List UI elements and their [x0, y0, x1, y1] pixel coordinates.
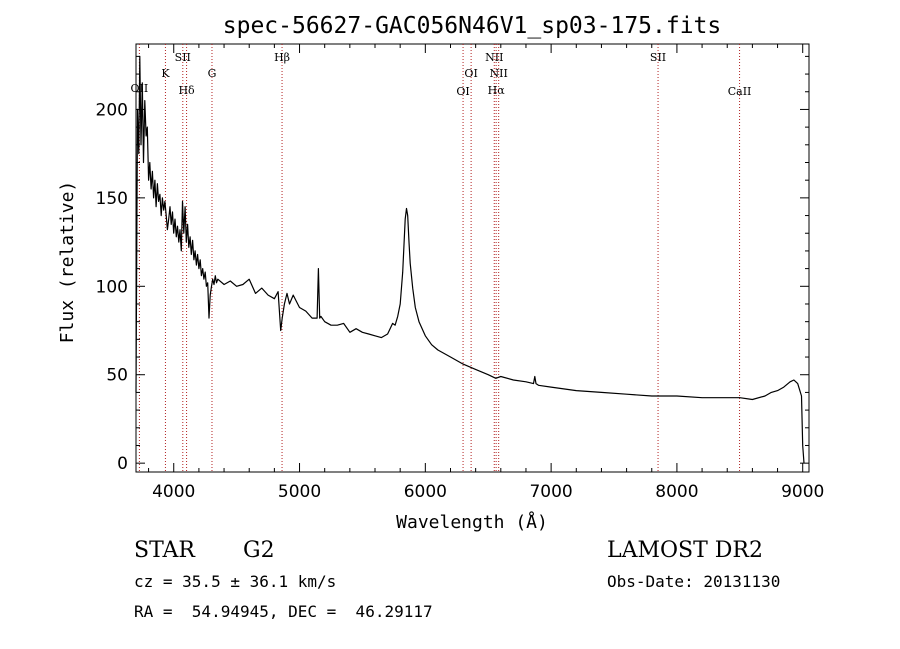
x-axis-label: Wavelength (Å) — [396, 511, 548, 533]
x-tick-label: 6000 — [404, 482, 447, 502]
x-tick-label: 9000 — [781, 482, 824, 502]
chart-title: spec-56627-GAC056N46V1_sp03-175.fits — [223, 13, 722, 39]
line-marker-label: OI — [456, 85, 469, 98]
x-tick-label: 5000 — [278, 482, 321, 502]
y-axis-ticks: 0 50 100 150 200 — [96, 55, 809, 474]
line-marker-label: SII — [650, 51, 666, 64]
redshift-cz: cz = 35.5 ± 36.1 km/s — [134, 572, 337, 591]
x-tick-label: 8000 — [655, 482, 698, 502]
y-axis-label: Flux (relative) — [57, 181, 78, 344]
line-marker-label: Hδ — [178, 84, 195, 97]
x-axis-ticks: 4000 5000 6000 7000 8000 9000 — [148, 44, 824, 502]
object-subclass: G2 — [243, 538, 275, 563]
line-marker-label: Hα — [488, 84, 506, 97]
y-tick-label: 0 — [117, 454, 128, 474]
line-marker-label: G — [208, 67, 217, 80]
spectrum-series-line — [135, 55, 805, 464]
x-tick-label: 7000 — [529, 482, 572, 502]
line-marker-label: SII — [175, 51, 191, 64]
y-tick-label: 50 — [106, 366, 128, 386]
survey-name: LAMOST DR2 — [607, 538, 763, 563]
line-marker-label: NII — [485, 51, 503, 64]
y-tick-label: 150 — [96, 189, 128, 209]
ra-dec-coordinates: RA = 54.94945, DEC = 46.29117 — [134, 602, 433, 621]
object-class: STAR — [134, 538, 195, 563]
observation-date: Obs-Date: 20131130 — [607, 572, 781, 591]
y-tick-label: 200 — [96, 100, 128, 120]
line-marker-label: Hβ — [274, 51, 290, 64]
plot-frame — [135, 43, 810, 473]
line-marker-label: NII — [490, 67, 508, 80]
line-marker-label: CaII — [728, 85, 752, 98]
y-tick-label: 100 — [96, 277, 128, 297]
line-marker-label: OI — [464, 67, 477, 80]
line-marker-label: K — [161, 67, 170, 80]
x-tick-label: 4000 — [152, 482, 195, 502]
